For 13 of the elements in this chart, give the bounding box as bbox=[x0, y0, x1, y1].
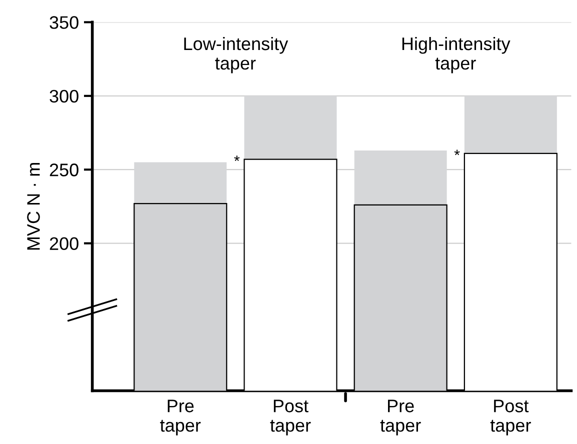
annotation: High-intensity taper bbox=[402, 36, 510, 74]
x-tick-label: Post taper bbox=[270, 400, 311, 436]
annotation: * bbox=[454, 150, 460, 156]
x-tick-label: Pre taper bbox=[380, 400, 421, 436]
y-tick-label: 300 bbox=[50, 90, 78, 103]
y-tick-label: 200 bbox=[50, 237, 78, 250]
y-tick-label: 350 bbox=[50, 16, 78, 29]
x-tick-label: Post taper bbox=[490, 400, 531, 436]
y-tick-label: 250 bbox=[50, 164, 78, 176]
annotation: * bbox=[234, 156, 240, 162]
x-tick-label: Pre taper bbox=[160, 400, 201, 436]
annotation: Low-intensity taper bbox=[184, 36, 288, 74]
y-axis-title: MVC N · m bbox=[27, 163, 40, 250]
